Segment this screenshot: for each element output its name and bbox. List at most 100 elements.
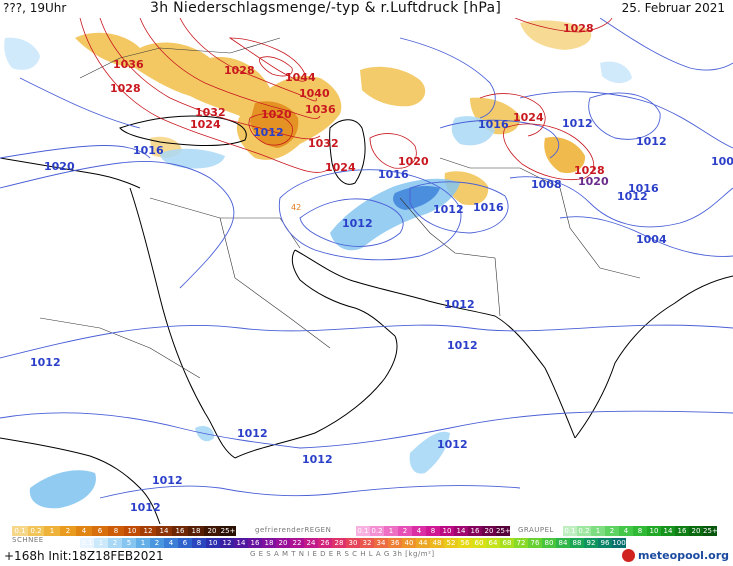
legend-cell: 10 (440, 526, 454, 536)
legend-cell: 1 (384, 526, 398, 536)
isobar-label-red: 1020 (261, 108, 292, 121)
isobars-red (79, 18, 613, 181)
rain-area-central (600, 61, 632, 84)
coast-mediterranean (0, 157, 141, 189)
snow-area-core (250, 101, 299, 148)
init-time-label: +168h Init:18Z18FEB2021 (4, 549, 164, 563)
isobar-label-red: 1024 (513, 111, 544, 124)
legend-cell: 1 (44, 526, 60, 536)
isobar-1020-a (0, 145, 151, 159)
border-3 (399, 197, 501, 317)
isobar-label-red: 1036 (113, 58, 144, 71)
gesamt-label: G E S A M T N I E D E R S C H L A G 3h [… (250, 550, 435, 558)
legend-cell: 1 (136, 538, 150, 548)
isobar-label-red: 1028 (563, 22, 594, 35)
isobar-1028-c (514, 18, 613, 33)
isobar-1004 (559, 216, 733, 257)
isobar-label-blue: 1012 (617, 190, 648, 203)
isobar-label-blue: 1012 (30, 356, 61, 369)
legend-cell: 2 (60, 526, 76, 536)
coast-iran-south (294, 249, 496, 317)
isobar-label-blue: 1008 (711, 155, 733, 168)
isobar-label-red: 1028 (110, 82, 141, 95)
graupel-scale: 0.1 0.2 1 2 4 8 10 14 16 20 25+ (563, 526, 717, 536)
isobars-blue (0, 18, 733, 499)
schnee-label: SCHNEE (12, 536, 44, 544)
legend-cell: 8 (108, 526, 124, 536)
isobar-label-blue: 1012 (152, 474, 183, 487)
border-6 (39, 317, 201, 379)
legend-cell: 0.2 (577, 526, 591, 536)
weather-map[interactable]: 1016 1020 1012 1016 1012 1012 1016 1016 1012 1012… (0, 18, 733, 524)
legend-cell: 56 (458, 538, 472, 548)
legend-cell: 28 (332, 538, 346, 548)
isobar-label-red: 1028 (574, 164, 605, 177)
isobar-1016-d (19, 77, 141, 129)
legend-cell: 92 (584, 538, 598, 548)
forecast-time-label: ???, 19Uhr (3, 1, 67, 15)
legend-cell: 44 (416, 538, 430, 548)
rain-area-tibet (451, 116, 495, 146)
isobar-1032 (139, 18, 321, 119)
legend-cell: 25+ (703, 526, 717, 536)
isobar-label-blue: 1016 (628, 182, 659, 195)
isobar-label-red: 1032 (195, 106, 226, 119)
isobar-1016-a (0, 161, 235, 289)
legend-cell: 52 (444, 538, 458, 548)
legend-cell: 84 (556, 538, 570, 548)
meteopool-logo[interactable]: meteopool.org (622, 549, 729, 562)
legend-cell: 100 (612, 538, 626, 548)
legend-cell: 4 (164, 538, 178, 548)
isobar-1016-b (278, 169, 462, 261)
isobar-label-blue: 1012 (130, 501, 161, 514)
isobar-label-red: 1028 (224, 64, 255, 77)
legend-cell: 0.1 (356, 526, 370, 536)
isobar-label-blue: 1012 (447, 339, 478, 352)
legend-cell: 0.1 (12, 526, 28, 536)
forecast-date: 25. Februar 2021 (621, 1, 725, 15)
isobar-label-blue: 1016 (473, 201, 504, 214)
legend-cell: 0.1 (80, 538, 94, 548)
coast-india-west (494, 315, 576, 439)
coast-india-east (574, 275, 733, 439)
isobar-1036 (179, 18, 317, 102)
legend-cell: 2 (605, 526, 619, 536)
isobar-label-blue: 1012 (437, 438, 468, 451)
isobar-1024-b (479, 93, 546, 137)
header-bar: ???, 19Uhr 3h Niederschlagsmenge/-typ & … (0, 0, 733, 18)
legend-cell: 30 (346, 538, 360, 548)
isobar-label-blue: 1016 (478, 118, 509, 131)
legend-cell: 40 (402, 538, 416, 548)
isobar-label-red: 1044 (285, 71, 316, 84)
isobar-1028-b (503, 123, 595, 181)
legend-cell: 25+ (496, 526, 510, 536)
legend-cell: 16 (468, 526, 482, 536)
legend-cell: 2 (108, 538, 122, 548)
legend-cell: 68 (500, 538, 514, 548)
coast-black-sea (119, 115, 247, 146)
snow-area-ne2 (520, 20, 592, 50)
isobar-label-red: 1036 (305, 103, 336, 116)
legend-cell: 12 (220, 538, 234, 548)
snow-scale: 0.1 0.2 1 2 4 6 8 10 12 14 16 18 20 25+ (12, 526, 236, 536)
isobar-label-blue: 1012 (342, 217, 373, 230)
legend-cell: 22 (290, 538, 304, 548)
legend-cell: 96 (598, 538, 612, 548)
legend-cell: 0.2 (370, 526, 384, 536)
isobar-label-purple: 1020 (578, 175, 609, 188)
legend-cell: 18 (262, 538, 276, 548)
isobar-1016-c (439, 119, 560, 159)
isobar-1028-a (99, 18, 321, 140)
legend-cell: 80 (542, 538, 556, 548)
legend-cell: 16 (675, 526, 689, 536)
legend-cell: 48 (430, 538, 444, 548)
legend-cell: 4 (619, 526, 633, 536)
legend-cell: 1 (94, 538, 108, 548)
coast-red-sea (129, 187, 236, 459)
logo-text: meteopool.org (638, 549, 729, 562)
legend-cell: 16 (172, 526, 188, 536)
isobar-1012-g (588, 92, 661, 140)
regen-label: gefrierenderREGEN (255, 526, 332, 534)
isobar-label-red: 1032 (308, 137, 339, 150)
